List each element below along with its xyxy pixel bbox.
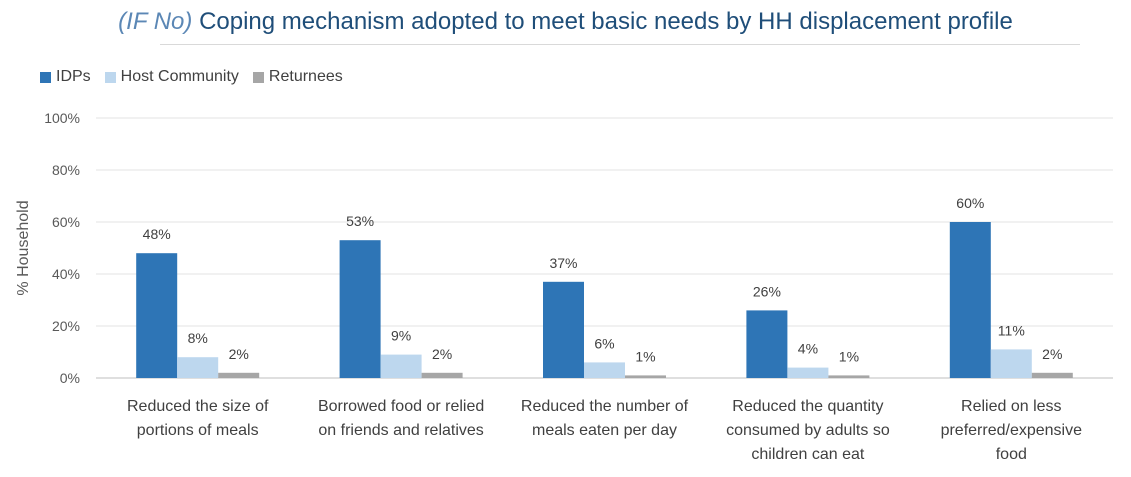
y-tick-label: 0% [60, 370, 80, 386]
legend-item-returnees: Returnees [252, 68, 343, 86]
data-label: 37% [549, 255, 577, 271]
title-divider [160, 44, 1080, 45]
chart-title-text: Coping mechanism adopted to meet basic n… [199, 8, 1013, 35]
x-category-label: preferred/expensive [941, 422, 1083, 439]
data-label: 48% [143, 226, 171, 242]
data-label: 1% [839, 348, 859, 364]
bar [1031, 372, 1073, 378]
x-category-label: consumed by adults so [726, 422, 890, 439]
chart-title-prefix: (IF No) [118, 8, 193, 35]
data-label: 11% [998, 322, 1025, 338]
bar [421, 372, 463, 378]
data-label: 9% [391, 328, 411, 344]
x-category-label: portions of meals [137, 422, 259, 439]
data-label: 4% [798, 341, 818, 357]
legend-label-idps: IDPs [56, 68, 91, 85]
bar [543, 281, 584, 378]
bar [949, 222, 991, 378]
x-category-label: Reduced the quantity [732, 398, 883, 415]
y-axis-label: % Household [15, 200, 32, 295]
legend-label-host-community: Host Community [120, 68, 239, 85]
bar [746, 310, 788, 378]
y-tick-label: 40% [52, 266, 80, 282]
x-category-label: children can eat [751, 446, 865, 463]
bar [380, 354, 422, 378]
x-category-label: Reduced the size of [127, 398, 269, 415]
bar [990, 349, 1032, 378]
legend-item-host-community: Host Community [104, 68, 239, 86]
bar [787, 367, 829, 378]
data-label: 26% [753, 283, 781, 299]
bar [136, 253, 178, 378]
legend-swatch-host-community [104, 71, 116, 83]
data-label: 6% [594, 335, 614, 351]
legend-swatch-idps [40, 71, 51, 83]
x-category-label: Reduced the number of [521, 398, 689, 415]
data-label: 1% [635, 348, 655, 364]
x-category-label: meals eaten per day [532, 422, 677, 439]
bar [625, 375, 666, 378]
x-category-label: Borrowed food or relied [318, 398, 484, 415]
y-tick-label: 80% [52, 162, 80, 178]
legend-label-returnees: Returnees [268, 68, 343, 85]
data-label: 53% [346, 213, 374, 229]
legend-swatch-returnees [252, 71, 264, 83]
bar [218, 372, 260, 378]
x-category-label: Relied on less [961, 398, 1062, 415]
bar [177, 357, 219, 378]
data-label: 2% [1042, 346, 1062, 362]
legend-item-idps: IDPs [40, 68, 91, 86]
bar [828, 375, 870, 378]
x-category-label: food [996, 446, 1027, 463]
data-label: 8% [188, 330, 208, 346]
y-tick-label: 20% [52, 318, 80, 334]
x-category-label: on friends and relatives [318, 422, 483, 439]
bar [584, 362, 625, 378]
data-label: 2% [432, 346, 452, 362]
bar [339, 240, 381, 378]
y-tick-label: 60% [52, 214, 80, 230]
chart-title: (IF No) Coping mechanism adopted to meet… [0, 8, 1131, 36]
chart-legend: IDPs Host Community Returnees [40, 68, 357, 86]
data-label: 60% [956, 195, 984, 211]
data-label: 2% [229, 346, 249, 362]
y-tick-label: 100% [44, 110, 80, 126]
